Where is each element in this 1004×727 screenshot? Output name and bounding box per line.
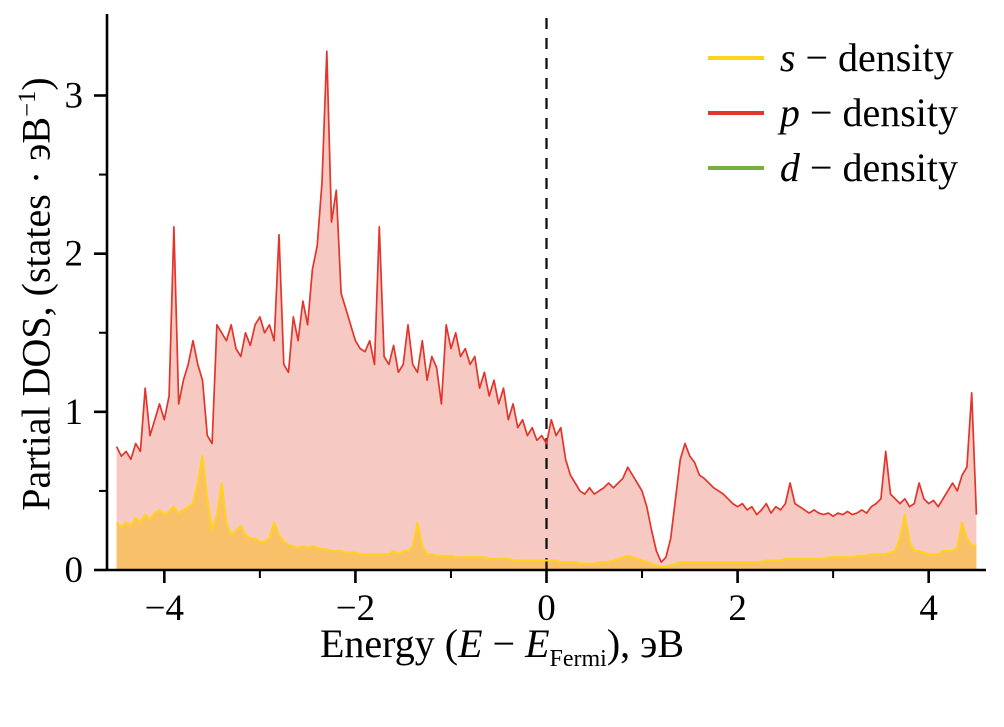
x-axis-label-pre: Energy ( (319, 621, 459, 666)
legend-rest-p: − density (799, 90, 958, 135)
y-axis-label: Partial DOS, (states · эВ−1) (13, 77, 60, 511)
legend-swatch-s-density (707, 55, 764, 60)
legend-swatch-p-density (707, 110, 764, 115)
y-tick-label: 2 (65, 234, 84, 275)
legend-item-p-density: p − density (707, 89, 958, 136)
legend-label-d-density: d − density (780, 144, 958, 191)
p-density-area (116, 51, 977, 570)
legend-symbol-p: p (779, 90, 800, 135)
legend: s − density p − density d − density (707, 34, 958, 191)
x-axis-label-E1: E (458, 621, 483, 666)
s-density-area (116, 456, 977, 570)
x-tick-label: −2 (336, 588, 375, 629)
legend-rest-s: − density (795, 35, 954, 80)
x-axis-label-post: ), эВ (606, 621, 685, 666)
s-density-line (115, 455, 977, 568)
x-tick-label: −4 (145, 588, 184, 629)
legend-swatch-d-density (707, 165, 764, 170)
legend-rest-d: − density (799, 145, 958, 190)
y-tick-label: 0 (65, 550, 84, 591)
legend-item-s-density: s − density (707, 34, 958, 81)
y-tick-label: 1 (65, 392, 84, 433)
legend-item-d-density: d − density (707, 144, 958, 191)
x-axis-label-fermi-subscript: Fermi (549, 646, 607, 672)
y-axis-label-text: Partial DOS, (states · эВ (13, 116, 59, 511)
legend-label-p-density: p − density (780, 89, 958, 136)
x-axis-label-minus: − (482, 621, 526, 666)
x-axis-label: Energy (E − EFermi), эВ (320, 620, 684, 673)
legend-label-s-density: s − density (780, 34, 954, 81)
legend-symbol-d: d (779, 145, 800, 190)
x-tick-label: 2 (728, 588, 747, 629)
y-axis-label-close: ) (13, 77, 59, 91)
p-density-line (115, 50, 978, 563)
legend-symbol-s: s (779, 35, 796, 80)
x-axis-label-E2: E (525, 621, 550, 666)
y-axis-label-superscript: −1 (14, 90, 42, 117)
y-tick-label: 3 (65, 76, 84, 117)
x-tick-label: 4 (919, 588, 938, 629)
x-tick-label: 0 (537, 588, 556, 629)
